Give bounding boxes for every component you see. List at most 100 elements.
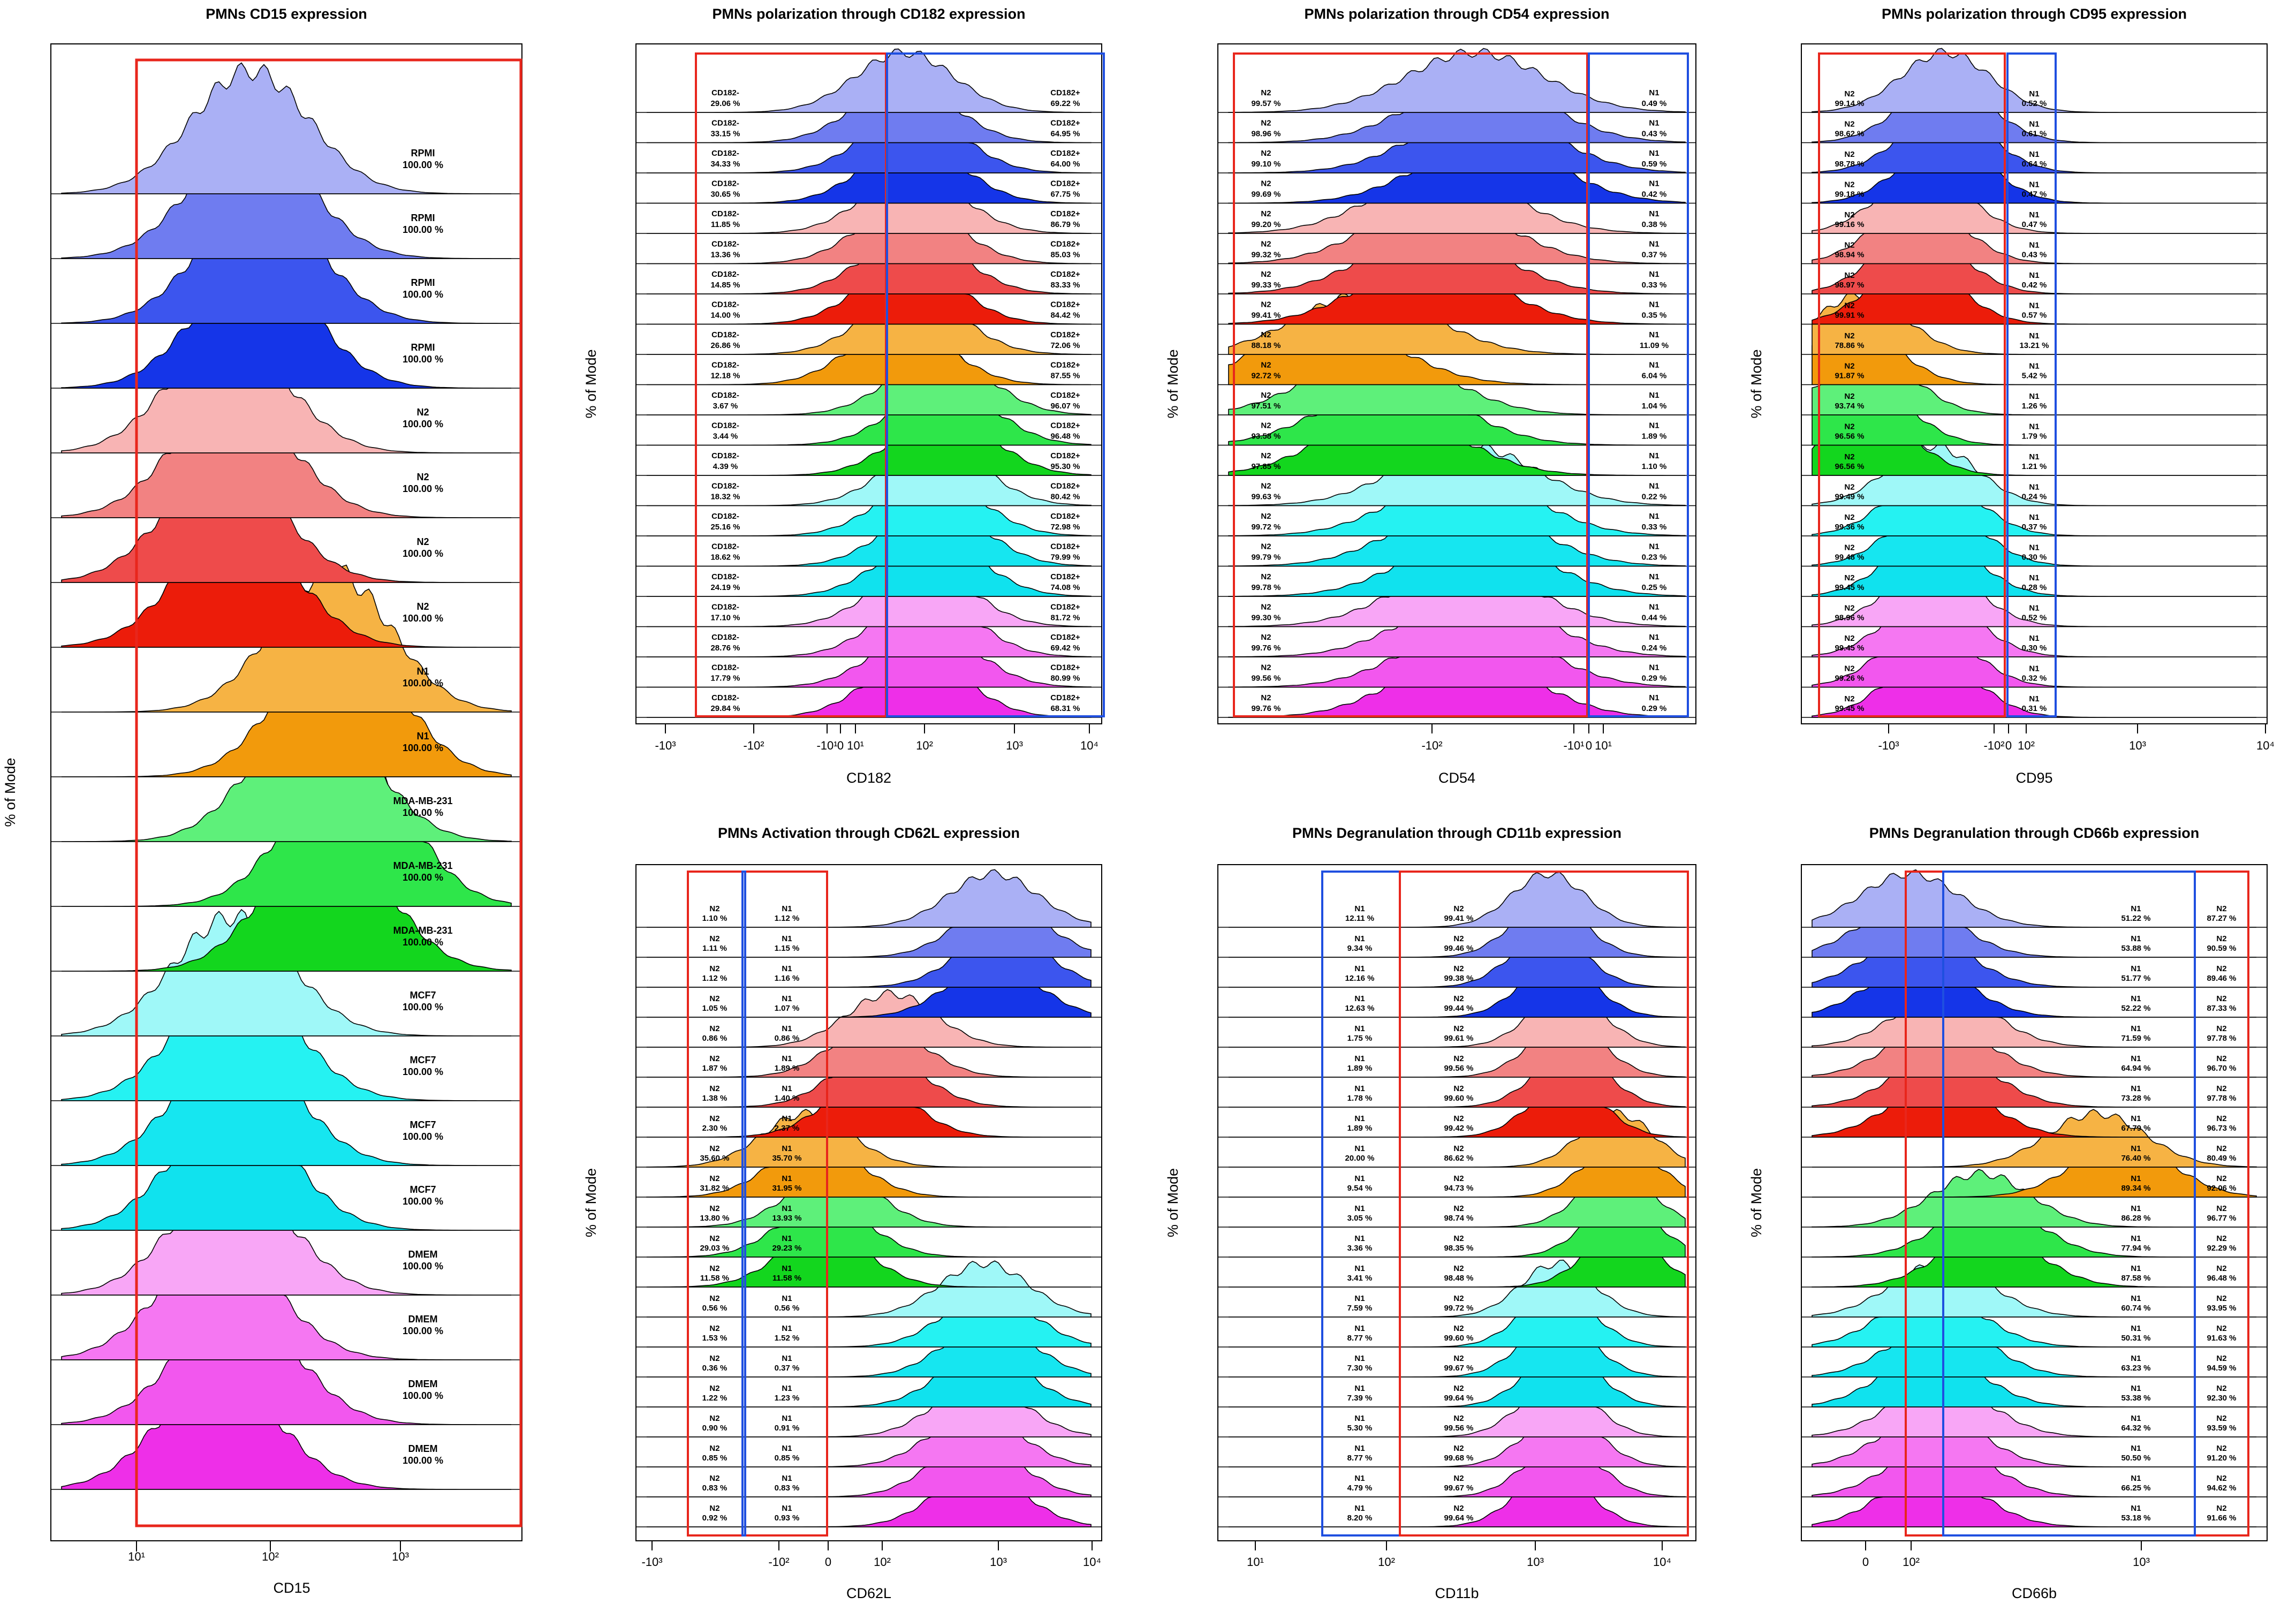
gate-name: N1 — [2131, 964, 2141, 973]
gate-name: N2 — [1261, 512, 1271, 521]
gate-percent: 0.42 % — [1642, 190, 1667, 199]
x-tick-label: 0 — [837, 739, 844, 752]
gate-name: N1 — [2131, 1114, 2141, 1123]
x-tick-label: 0 — [2005, 739, 2012, 752]
panel-cd11b: PMNs Degranulation through CD11b express… — [1165, 825, 1696, 1601]
gate-percent: 1.21 % — [2022, 462, 2047, 471]
gate-name: N1 — [1649, 209, 1659, 218]
gate-percent: 52.22 % — [2121, 1004, 2150, 1013]
gate-name: N1 — [2029, 573, 2039, 582]
gate-name: N2 — [1261, 572, 1271, 581]
gate-name: CD182- — [711, 270, 739, 279]
gate-percent: 80.42 % — [1050, 493, 1080, 502]
gate-name: N1 — [782, 934, 792, 943]
gate-percent: 2.37 % — [775, 1124, 800, 1133]
gate-percent: 34.33 % — [710, 160, 740, 169]
gate-name: CD182- — [711, 391, 739, 400]
gate-percent: 98.96 % — [1835, 614, 1864, 623]
gate-name: N1 — [2131, 1324, 2141, 1333]
gate-name: N1 — [782, 994, 792, 1003]
gate-percent: 18.62 % — [710, 553, 740, 562]
gate-name: N2 — [1844, 694, 1854, 703]
gate-name: CD182- — [711, 88, 739, 97]
series-percent: 100.00 % — [403, 1455, 443, 1466]
gate-percent: 92.72 % — [1251, 372, 1280, 381]
gate-percent: 31.95 % — [772, 1184, 801, 1193]
series-label: DMEM — [408, 1443, 438, 1454]
gate-percent: 97.78 % — [2207, 1034, 2236, 1043]
gate-name: N1 — [782, 964, 792, 973]
plot-frame — [1801, 43, 2268, 724]
gate-percent: 25.16 % — [710, 523, 740, 532]
gate-percent: 98.96 % — [1251, 130, 1280, 139]
gate-percent: 99.56 % — [1251, 674, 1280, 683]
gate-name: N1 — [2131, 1024, 2141, 1033]
gate-name: N1 — [1354, 994, 1365, 1003]
gate-name: N2 — [1261, 149, 1271, 158]
gate-name: N1 — [1354, 1114, 1365, 1123]
gate-percent: 91.63 % — [2207, 1334, 2236, 1343]
gate-percent: 92.06 % — [2207, 1184, 2236, 1193]
gate-percent: 0.35 % — [1642, 311, 1667, 320]
gate-percent: 0.59 % — [1642, 160, 1667, 169]
gate-percent: 0.47 % — [2022, 220, 2047, 229]
gate-percent: 11.58 % — [700, 1274, 729, 1283]
x-tick-label: 10³ — [1006, 739, 1023, 752]
gate-percent: 5.42 % — [2022, 372, 2047, 381]
series-percent: 100.00 % — [403, 1326, 443, 1336]
x-tick-label: -10² — [1421, 739, 1442, 752]
x-axis-label: CD95 — [2015, 770, 2052, 786]
gate-percent: 0.43 % — [1642, 130, 1667, 139]
gate-percent: 98.48 % — [1444, 1274, 1473, 1283]
gate-name: N1 — [1649, 482, 1659, 491]
gate-name: CD182+ — [1050, 240, 1080, 249]
gate-name: N2 — [709, 994, 719, 1003]
gate-name: N1 — [2131, 1384, 2141, 1393]
gate-percent: 0.28 % — [2022, 583, 2047, 592]
gate-name: N2 — [1844, 634, 1854, 643]
gate-name: N1 — [1354, 1024, 1365, 1033]
gate-percent: 86.28 % — [2121, 1214, 2150, 1223]
gate-percent: 14.85 % — [710, 281, 740, 290]
gate-percent: 1.10 % — [702, 914, 728, 923]
series-percent: 100.00 % — [403, 1066, 443, 1077]
gate-percent: 13.93 % — [772, 1214, 801, 1223]
x-tick-label: 10² — [2018, 739, 2035, 752]
gate-percent: 79.99 % — [1050, 553, 1080, 562]
gate-percent: 1.89 % — [1642, 432, 1667, 441]
gate-name: CD182- — [711, 512, 739, 521]
gate-name: N2 — [1261, 179, 1271, 188]
gate-name: N2 — [1261, 209, 1271, 218]
gate-percent: 0.37 % — [1642, 251, 1667, 260]
gate-percent: 64.32 % — [2121, 1424, 2150, 1433]
gate-name: N2 — [1844, 483, 1854, 492]
gate-name: CD182+ — [1050, 88, 1080, 97]
gate-name: N2 — [709, 1474, 719, 1483]
gate-name: N2 — [2216, 1354, 2226, 1363]
histogram-ridge — [1228, 48, 1686, 113]
gate-percent: 63.23 % — [2121, 1364, 2150, 1373]
gate-name: CD182- — [711, 240, 739, 249]
gate-percent: 0.83 % — [702, 1484, 728, 1493]
gate-percent: 0.57 % — [2022, 311, 2047, 320]
gate-name: N1 — [2131, 1144, 2141, 1153]
gate-percent: 93.59 % — [2207, 1424, 2236, 1433]
gate-name: N1 — [1649, 88, 1659, 97]
gate-name: N2 — [1453, 994, 1464, 1003]
gate-name: N1 — [2029, 331, 2039, 340]
gate-percent: 6.04 % — [1642, 372, 1667, 381]
gate-name: CD182+ — [1050, 542, 1080, 551]
gate-name: N1 — [2131, 934, 2141, 943]
gate-name: N2 — [1844, 452, 1854, 461]
x-tick-label: 10³ — [392, 1550, 409, 1563]
x-axis-label: CD182 — [846, 770, 891, 786]
gate-name: N1 — [1354, 1234, 1365, 1243]
gate-percent: 78.86 % — [1835, 341, 1864, 350]
chart-title: PMNs polarization through CD95 expressio… — [1882, 6, 2187, 22]
gate-name: N1 — [1354, 1444, 1365, 1453]
gate-rectangle — [886, 52, 1105, 717]
gate-name: N2 — [709, 964, 719, 973]
gate-percent: 99.76 % — [1251, 704, 1280, 713]
gate-name: N2 — [2216, 1294, 2226, 1303]
x-tick-label: -10¹ — [816, 739, 837, 752]
